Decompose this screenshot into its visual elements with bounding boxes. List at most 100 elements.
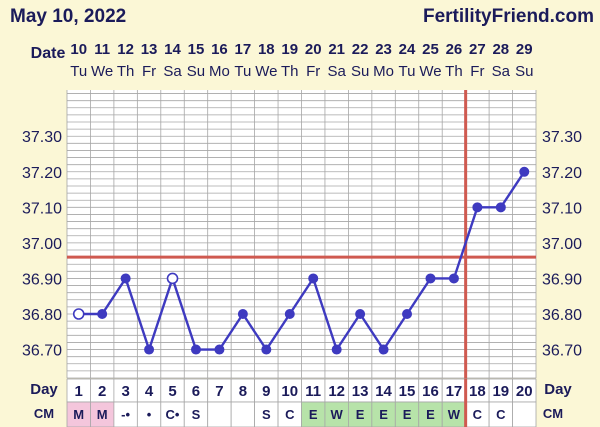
temperature-point xyxy=(355,309,366,319)
weekday-label: We xyxy=(255,63,277,80)
cm-code: • xyxy=(147,407,152,422)
day-number: 4 xyxy=(145,383,154,400)
date-number: 18 xyxy=(258,41,275,58)
temperature-point xyxy=(331,344,342,355)
cm-row-label-left: CM xyxy=(34,406,54,421)
weekday-label: Fr xyxy=(470,63,484,80)
weekday-label: Tu xyxy=(399,63,416,80)
day-number: 18 xyxy=(469,383,486,400)
temperature-point xyxy=(402,309,413,319)
date-number: 21 xyxy=(328,41,345,58)
day-number: 16 xyxy=(422,383,439,400)
day-number: 11 xyxy=(305,383,321,400)
temperature-point xyxy=(425,273,436,284)
date-number: 11 xyxy=(94,41,110,58)
date-number: 25 xyxy=(422,41,439,58)
y-tick-label-right: 36.90 xyxy=(542,271,582,288)
y-tick-label-left: 37.10 xyxy=(22,200,62,217)
date-number: 14 xyxy=(164,41,181,58)
cm-code: C xyxy=(473,407,483,422)
cm-cell xyxy=(512,401,537,427)
day-number: 12 xyxy=(328,383,345,400)
cm-code: M xyxy=(73,407,84,422)
temperature-point xyxy=(190,344,201,355)
day-number: 15 xyxy=(399,383,416,400)
day-number: 17 xyxy=(446,383,463,400)
cm-code: W xyxy=(331,407,344,422)
weekday-label: Tu xyxy=(234,63,251,80)
date-number: 26 xyxy=(446,41,463,58)
weekday-label: Th xyxy=(117,63,135,80)
y-tick-label-right: 37.20 xyxy=(542,165,582,182)
date-number: 16 xyxy=(211,41,228,58)
y-tick-label-right: 36.80 xyxy=(542,307,582,324)
day-number: 5 xyxy=(168,383,176,400)
day-row-label-left: Day xyxy=(30,381,58,398)
temperature-point xyxy=(448,273,459,284)
day-number: 2 xyxy=(98,383,106,400)
cm-code: -• xyxy=(121,407,130,422)
chart-date: May 10, 2022 xyxy=(10,6,127,27)
date-number: 27 xyxy=(469,41,486,58)
weekday-label: Su xyxy=(187,63,205,80)
cm-code: C• xyxy=(166,407,180,422)
y-tick-label-right: 36.70 xyxy=(542,343,582,360)
y-tick-label-left: 36.90 xyxy=(22,271,62,288)
day-number: 19 xyxy=(492,383,509,400)
date-number: 20 xyxy=(305,41,322,58)
date-number: 28 xyxy=(492,41,509,58)
temperature-point xyxy=(97,309,108,319)
date-number: 24 xyxy=(399,41,416,58)
weekday-label: Su xyxy=(515,63,533,80)
temperature-point xyxy=(120,273,131,284)
cm-code: M xyxy=(97,407,108,422)
weekday-label: We xyxy=(91,63,113,80)
temperature-point xyxy=(472,202,483,213)
day-number: 3 xyxy=(121,383,129,400)
date-number: 13 xyxy=(141,41,158,58)
temperature-point xyxy=(214,344,225,355)
date-number: 17 xyxy=(235,41,252,58)
weekday-label: Sa xyxy=(492,63,511,80)
day-number: 6 xyxy=(192,383,200,400)
cm-code: S xyxy=(192,407,201,422)
temperature-point-open xyxy=(166,272,179,285)
cm-code: S xyxy=(262,407,271,422)
date-number: 15 xyxy=(188,41,205,58)
temperature-point xyxy=(308,273,319,284)
temperature-point xyxy=(144,344,155,355)
temperature-point xyxy=(284,309,295,319)
date-number: 23 xyxy=(375,41,392,58)
cm-code: E xyxy=(356,407,365,422)
day-row-label-right: Day xyxy=(544,381,572,398)
date-number: 12 xyxy=(117,41,134,58)
day-number: 10 xyxy=(281,383,298,400)
date-number: 19 xyxy=(281,41,298,58)
day-number: 1 xyxy=(75,383,83,400)
brand-name[interactable]: FertilityFriend.com xyxy=(422,6,594,27)
temperature-point xyxy=(237,309,248,319)
temperature-point-open xyxy=(72,308,85,320)
weekday-label: Th xyxy=(281,63,299,80)
y-tick-label-right: 37.30 xyxy=(542,129,582,146)
y-tick-label-left: 36.70 xyxy=(22,343,62,360)
cm-code: E xyxy=(426,407,435,422)
weekday-label: Th xyxy=(445,63,463,80)
date-number: 29 xyxy=(516,41,533,58)
temperature-point xyxy=(261,344,272,355)
cm-code: E xyxy=(309,407,318,422)
temperature-point xyxy=(519,166,530,177)
y-tick-label-right: 37.00 xyxy=(542,236,582,253)
cm-code: E xyxy=(403,407,412,422)
day-number: 20 xyxy=(516,383,533,400)
weekday-label: We xyxy=(419,63,441,80)
day-number: 8 xyxy=(239,383,247,400)
date-number: 10 xyxy=(70,41,87,58)
day-number: 9 xyxy=(262,383,270,400)
weekday-label: Sa xyxy=(163,63,182,80)
day-number: 14 xyxy=(375,383,392,400)
cm-code: C xyxy=(496,407,506,422)
day-number: 7 xyxy=(215,383,223,400)
weekday-label: Sa xyxy=(327,63,346,80)
temperature-point xyxy=(378,344,389,355)
